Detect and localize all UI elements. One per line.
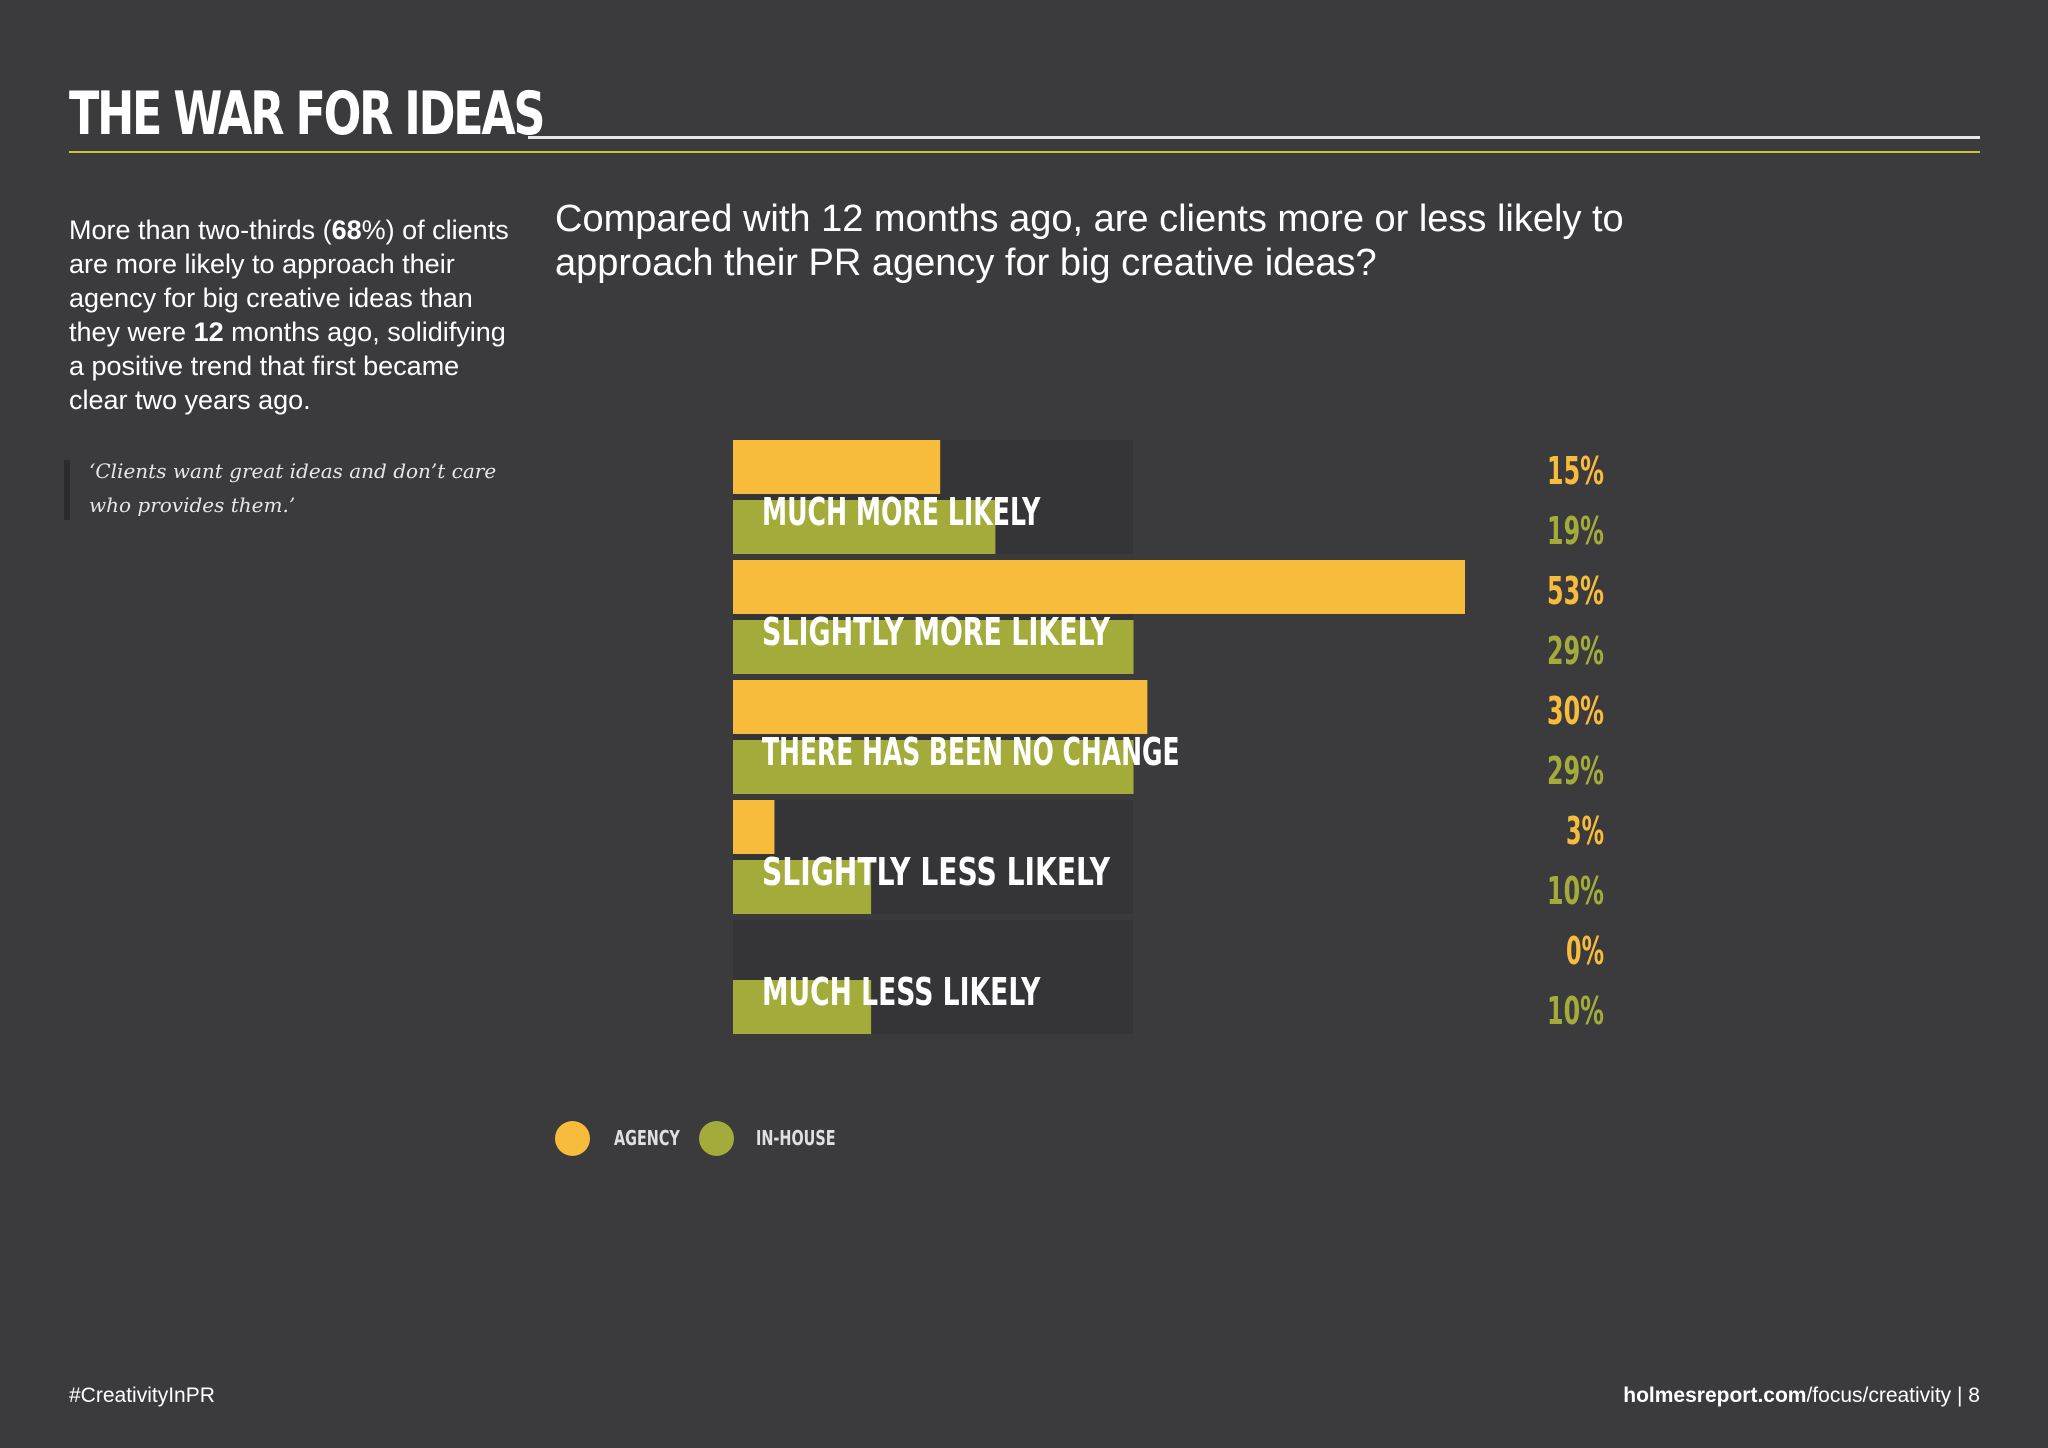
bar-group: 15% 19% MUCH MORE LIKELY: [733, 440, 1604, 554]
bar-group: 53% 29% SLIGHTLY MORE LIKELY: [733, 560, 1604, 674]
intro-part-1: More than two-thirds (: [69, 215, 332, 245]
category-label: THERE HAS BEEN NO CHANGE: [762, 730, 1180, 774]
footer-url: holmesreport.com/focus/creativity | 8: [1623, 1384, 1980, 1408]
legend-agency-swatch: [555, 1120, 590, 1156]
category-label: MUCH LESS LIKELY: [762, 970, 1041, 1014]
legend-agency-label: AGENCY: [614, 1126, 680, 1150]
value-label-agency: 30%: [1547, 689, 1604, 733]
bar-group: 0% 10% MUCH LESS LIKELY: [733, 920, 1604, 1034]
bar-inhouse: [733, 980, 872, 1034]
footer-path: /focus/creativity: [1806, 1384, 1952, 1407]
chart-legend: AGENCY IN-HOUSE: [555, 1118, 867, 1158]
category-label: SLIGHTLY LESS LIKELY: [762, 850, 1110, 894]
footer-page-number: | 8: [1951, 1384, 1980, 1407]
value-label-inhouse: 19%: [1547, 509, 1604, 553]
intro-text: More than two-thirds (68%) of clients ar…: [69, 213, 519, 417]
value-label-inhouse: 29%: [1547, 629, 1604, 673]
title-underline: [69, 151, 1980, 153]
bar-group: 3% 10% SLIGHTLY LESS LIKELY: [733, 800, 1604, 914]
value-label-agency: 0%: [1566, 929, 1604, 973]
value-label-agency: 53%: [1547, 569, 1604, 613]
bar-inhouse: [733, 740, 1134, 794]
value-label-inhouse: 10%: [1547, 989, 1604, 1033]
quote-bar: [64, 460, 70, 520]
intro-figure-68: 68: [331, 215, 362, 245]
bar-chart: 15% 19% MUCH MORE LIKELY 53% 29% SLIGHTLY MOR…: [733, 440, 1604, 1034]
bar-group: 30% 29% THERE HAS BEEN NO CHANGE: [733, 680, 1604, 794]
page-title: THE WAR FOR IDEAS: [69, 79, 545, 149]
legend-inhouse-swatch: [699, 1120, 734, 1156]
bar-inhouse: [733, 860, 872, 914]
title-rule: [528, 136, 1980, 139]
value-label-inhouse: 29%: [1547, 749, 1604, 793]
bar-agency: [733, 680, 1148, 734]
chart-title: Compared with 12 months ago, are clients…: [555, 198, 1624, 284]
value-label-inhouse: 10%: [1547, 869, 1604, 913]
value-label-agency: 3%: [1566, 809, 1604, 853]
footer-site: holmesreport.com: [1623, 1384, 1807, 1407]
bar-agency: [733, 800, 775, 854]
intro-part-3: months ago, solidifying a positive trend…: [69, 317, 506, 415]
footer-hashtag: #CreativityInPR: [69, 1384, 215, 1407]
intro-part-2: %) of clients are more likely to approac…: [69, 215, 509, 347]
bar-inhouse: [733, 620, 1134, 674]
bar-inhouse: [733, 500, 996, 554]
intro-figure-12: 12: [193, 317, 224, 347]
bar-agency: [733, 440, 941, 494]
pull-quote: ‘Clients want great ideas and don’t care…: [89, 459, 497, 517]
bar-agency: [733, 560, 1465, 614]
category-label: MUCH MORE LIKELY: [762, 490, 1041, 534]
category-label: SLIGHTLY MORE LIKELY: [762, 610, 1110, 654]
value-label-agency: 15%: [1547, 449, 1604, 493]
legend-inhouse-label: IN-HOUSE: [756, 1126, 836, 1150]
